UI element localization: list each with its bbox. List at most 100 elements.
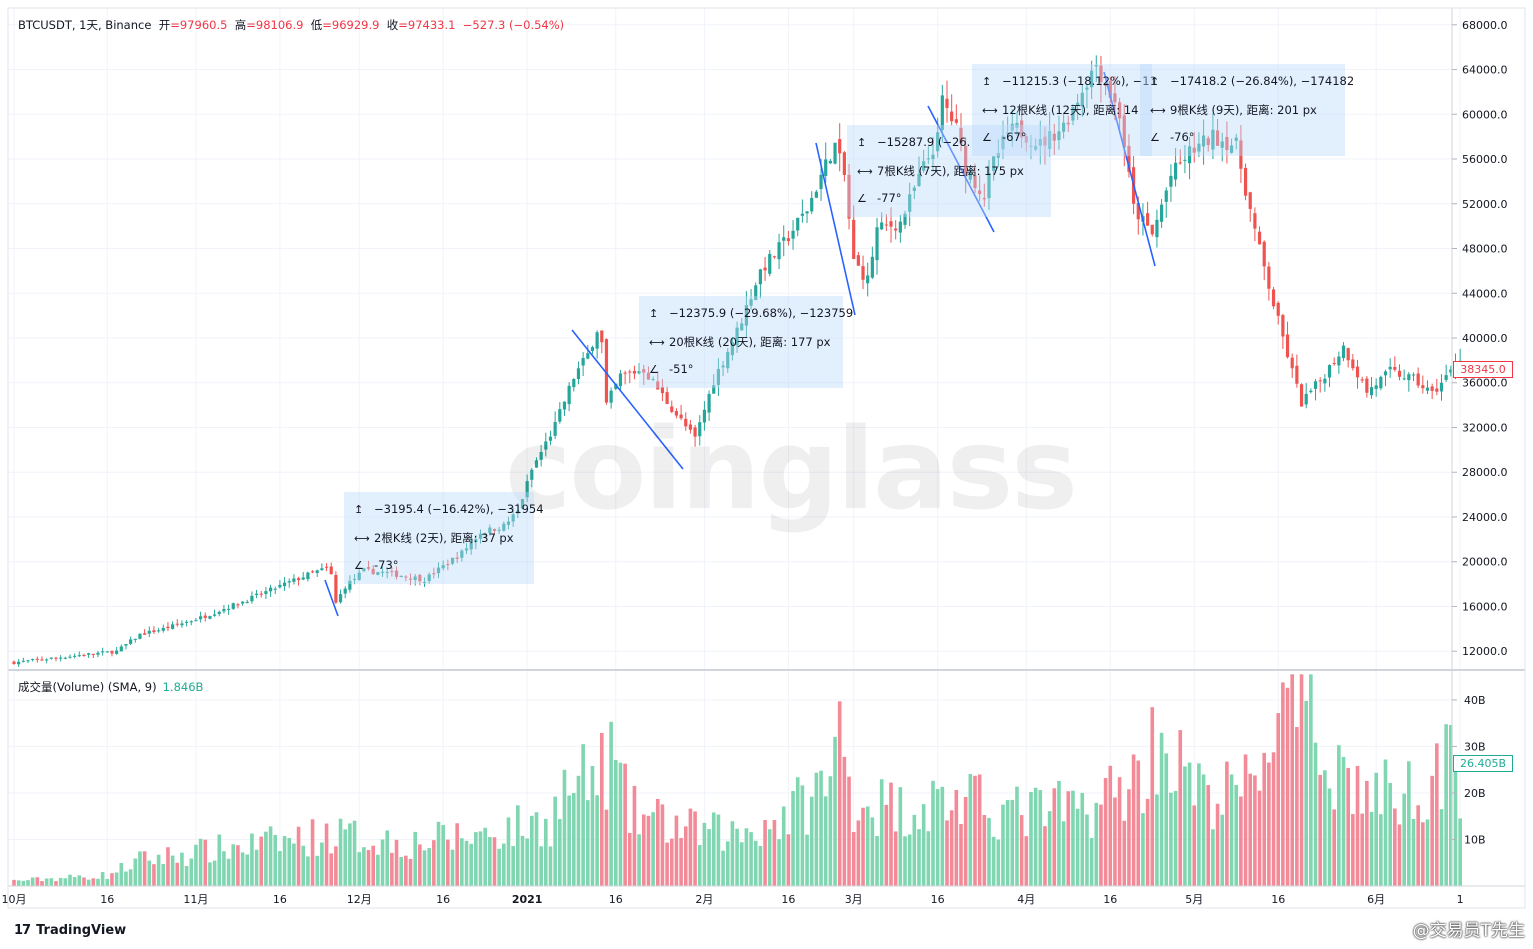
volume-bar: [208, 862, 212, 886]
volume-bar: [492, 837, 497, 886]
candle-body: [1164, 190, 1168, 202]
candle-body: [889, 221, 893, 227]
volume-bar: [903, 836, 907, 886]
tradingview-logo[interactable]: 17 TradingView: [14, 923, 126, 938]
candle-body: [1020, 120, 1024, 138]
candle-body: [632, 370, 637, 374]
volume-bar: [917, 829, 921, 886]
volume-bar: [1131, 754, 1136, 886]
candle-body: [1430, 386, 1434, 391]
volume-bar: [991, 836, 996, 886]
volume-bar: [1206, 785, 1211, 886]
volume-bar: [679, 837, 683, 886]
candle-body: [264, 591, 268, 594]
volume-bar: [688, 808, 693, 886]
candle-body: [1099, 65, 1103, 83]
volume-bar: [142, 851, 147, 886]
time-tick-label: 6月: [1367, 893, 1385, 906]
volume-bar: [12, 879, 16, 886]
volume-bar: [198, 838, 203, 886]
volume-bar: [963, 796, 968, 886]
candle-body: [698, 422, 702, 437]
candle-body: [17, 661, 21, 665]
volume-bar: [623, 763, 627, 886]
candle-body: [404, 576, 408, 578]
price-tick-label: 56000.0: [1462, 153, 1508, 166]
volume-bar: [161, 863, 166, 886]
volume-bar: [856, 820, 861, 886]
measure-angle: -77°: [877, 191, 902, 205]
volume-bar: [366, 850, 371, 886]
candle-body: [950, 111, 954, 122]
volume-bar: [1351, 814, 1355, 886]
candle-body: [679, 414, 683, 419]
candle-body: [987, 172, 991, 199]
candle-body: [992, 156, 996, 171]
volume-bar: [72, 877, 77, 886]
candle-body: [180, 623, 184, 626]
close-label: 收: [386, 18, 399, 32]
candle-body: [63, 657, 67, 659]
volume-bar: [189, 858, 194, 886]
candle-body: [1341, 345, 1346, 359]
candle-body: [1090, 70, 1094, 88]
candle-body: [1351, 359, 1355, 369]
volume-bar: [54, 881, 58, 886]
volume-bar: [879, 779, 884, 886]
volume-bar: [1225, 761, 1229, 886]
candle-body: [222, 609, 226, 612]
volume-bar: [110, 873, 114, 886]
volume-bar: [324, 823, 329, 886]
volume-tick-label: 20B: [1464, 787, 1486, 800]
measure-box-1[interactable]: ↥ −3195.4 (−16.42%), −31954 ⟷ 2根K线 (2天), 距…: [344, 492, 544, 584]
candle-body: [1118, 102, 1122, 119]
candle-body: [1355, 366, 1360, 378]
volume-bar: [585, 800, 590, 886]
candle-body: [749, 299, 753, 306]
candle-body: [1108, 81, 1112, 98]
candle-body: [1225, 136, 1229, 150]
candle-body: [161, 627, 165, 631]
candle-body: [1379, 376, 1383, 389]
volume-bar: [1052, 788, 1057, 886]
time-tick-label: 11月: [183, 893, 208, 906]
candle-body: [1113, 93, 1117, 103]
volume-bar: [1435, 743, 1439, 886]
measure-box-5[interactable]: ↥ −17418.2 (−26.84%), −174182 ⟷ 9根K线 (9天),…: [1140, 64, 1354, 156]
volume-bar: [96, 878, 100, 886]
candle-body: [912, 187, 916, 191]
price-range-icon: ↥: [982, 74, 992, 88]
volume-bar: [1393, 808, 1397, 886]
volume-bar: [58, 877, 63, 886]
candle-body: [716, 368, 721, 385]
volume-bar: [1281, 682, 1285, 886]
volume-indicator-header[interactable]: 成交量(Volume) (SMA, 9) 1.846B: [18, 679, 203, 695]
measure-box-4[interactable]: ↥ −11215.3 (−18.12%), −11 ⟷ 12根K线 (12天), 距…: [972, 64, 1157, 156]
volume-bar: [609, 721, 613, 886]
volume-bar: [334, 846, 338, 886]
candle-body: [1281, 315, 1285, 337]
candle-body: [819, 174, 823, 189]
candle-body: [101, 651, 105, 653]
measure-box-2[interactable]: ↥ −12375.9 (−29.68%), −123759 ⟷ 20根K线 (20天…: [639, 296, 853, 388]
candle-body: [352, 578, 357, 580]
volume-bar: [259, 836, 264, 886]
candle-body: [637, 371, 641, 374]
candle-body: [1360, 379, 1364, 381]
volume-bar: [1075, 808, 1080, 886]
bar-range-icon: ⟷: [354, 531, 370, 545]
volume-bar: [1243, 754, 1248, 886]
candle-body: [856, 255, 860, 266]
volume-bar: [665, 842, 669, 886]
volume-bar: [954, 789, 959, 886]
measure-box-3[interactable]: ↥ −15287.9 (−26. ⟷ 7根K线 (7天), 距离: 175 px ∠…: [847, 125, 1051, 217]
candle-body: [964, 146, 968, 176]
time-tick-label: 16: [609, 893, 623, 906]
measure-line: [571, 329, 684, 470]
volume-bar: [921, 804, 926, 886]
volume-bar: [697, 845, 702, 886]
volume-bar: [310, 819, 315, 886]
candle-body: [1094, 65, 1098, 67]
candle-body: [226, 608, 231, 610]
